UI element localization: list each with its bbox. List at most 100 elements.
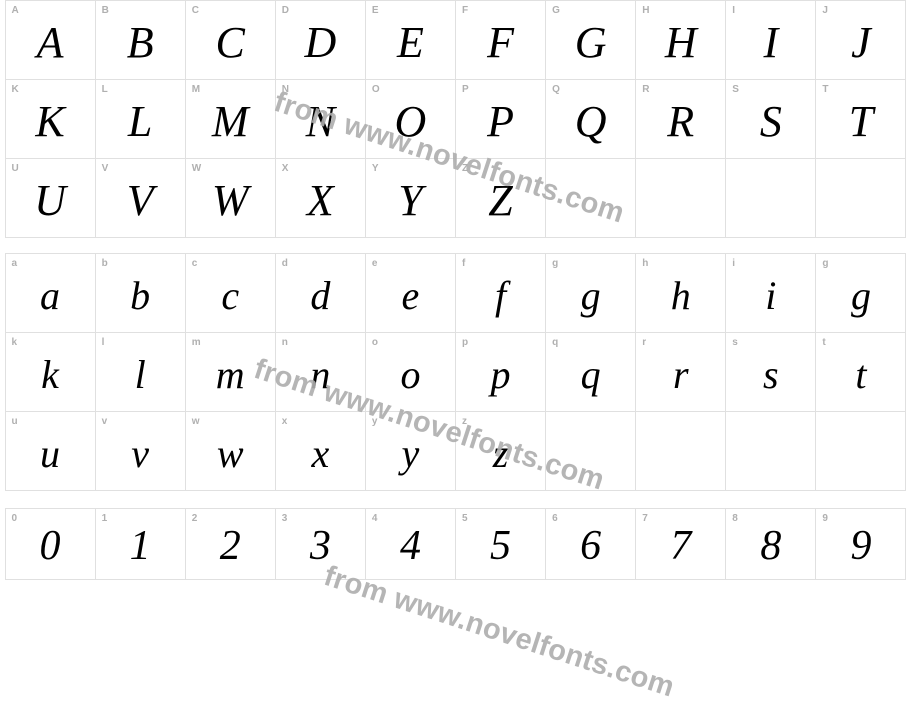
glyph-cell: JJ: [815, 0, 906, 80]
glyph-char: O: [395, 100, 427, 144]
glyph-char: k: [41, 355, 59, 395]
cell-label: V: [102, 163, 109, 174]
lowercase-row-2: kk ll mm nn oo pp qq rr ss tt: [5, 332, 906, 411]
glyph-cell: 66: [545, 508, 636, 580]
glyph-cell: OO: [365, 79, 456, 159]
cell-label: O: [372, 84, 380, 95]
lowercase-row-3: uu vv ww xx yy zz: [5, 411, 906, 490]
glyph-cell: FF: [455, 0, 546, 80]
cell-label: B: [102, 5, 109, 16]
glyph-char: Z: [488, 179, 512, 223]
cell-label: t: [822, 337, 825, 348]
cell-label: 9: [822, 513, 828, 524]
cell-label: 1: [102, 513, 108, 524]
cell-label: o: [372, 337, 378, 348]
cell-label: W: [192, 163, 201, 174]
glyph-char: E: [397, 21, 424, 65]
glyph-char: V: [127, 179, 154, 223]
cell-label: 3: [282, 513, 288, 524]
glyph-cell: II: [725, 0, 816, 80]
cell-label: n: [282, 337, 288, 348]
glyph-cell: YY: [365, 158, 456, 238]
cell-label: z: [462, 416, 467, 427]
glyph-cell: AA: [5, 0, 96, 80]
glyph-char: 5: [490, 525, 511, 567]
glyph-cell: NN: [275, 79, 366, 159]
glyph-char: 2: [220, 525, 241, 567]
cell-label: w: [192, 416, 200, 427]
glyph-char: a: [40, 276, 60, 316]
cell-label: v: [102, 416, 108, 427]
cell-label: S: [732, 84, 739, 95]
lowercase-row-1: aa bb cc dd ee ff gg hh ii gg: [5, 253, 906, 332]
glyph-cell: yy: [365, 411, 456, 491]
glyph-cell: gg: [815, 253, 906, 333]
glyph-char: 3: [310, 525, 331, 567]
glyph-char: R: [667, 100, 694, 144]
glyph-char: I: [764, 21, 779, 65]
cell-label: H: [642, 5, 649, 16]
cell-label: 0: [12, 513, 18, 524]
glyph-cell: uu: [5, 411, 96, 491]
glyph-cell: dd: [275, 253, 366, 333]
glyph-char: J: [851, 21, 871, 65]
glyph-cell: vv: [95, 411, 186, 491]
cell-label: s: [732, 337, 738, 348]
glyph-char: n: [310, 355, 330, 395]
cell-label: b: [102, 258, 108, 269]
glyph-char: o: [400, 355, 420, 395]
glyph-cell: mm: [185, 332, 276, 412]
glyph-char: f: [495, 276, 506, 316]
glyph-cell: [725, 158, 816, 238]
cell-label: 7: [642, 513, 648, 524]
glyph-cell: 11: [95, 508, 186, 580]
glyph-cell: KK: [5, 79, 96, 159]
glyph-cell: [545, 158, 636, 238]
cell-label: F: [462, 5, 468, 16]
glyph-cell: bb: [95, 253, 186, 333]
glyph-cell: [815, 411, 906, 491]
glyph-cell: [815, 158, 906, 238]
glyph-char: m: [216, 355, 245, 395]
cell-label: Z: [462, 163, 468, 174]
glyph-char: 4: [400, 525, 421, 567]
cell-label: x: [282, 416, 288, 427]
glyph-char: Y: [398, 179, 422, 223]
glyph-cell: WW: [185, 158, 276, 238]
glyph-cell: EE: [365, 0, 456, 80]
cell-label: N: [282, 84, 289, 95]
glyph-char: T: [849, 100, 873, 144]
glyph-cell: hh: [635, 253, 726, 333]
cell-label: f: [462, 258, 465, 269]
cell-label: X: [282, 163, 289, 174]
glyph-cell: HH: [635, 0, 726, 80]
glyph-cell: QQ: [545, 79, 636, 159]
glyph-char: s: [763, 355, 779, 395]
glyph-char: v: [131, 434, 149, 474]
glyph-char: t: [855, 355, 866, 395]
glyph-cell: 88: [725, 508, 816, 580]
cell-label: m: [192, 337, 201, 348]
glyph-char: g: [581, 276, 601, 316]
glyph-cell: SS: [725, 79, 816, 159]
glyph-char: C: [216, 21, 245, 65]
glyph-char: S: [760, 100, 782, 144]
cell-label: K: [12, 84, 19, 95]
glyph-cell: CC: [185, 0, 276, 80]
glyph-cell: ii: [725, 253, 816, 333]
glyph-cell: [725, 411, 816, 491]
glyph-cell: xx: [275, 411, 366, 491]
cell-label: I: [732, 5, 735, 16]
cell-label: M: [192, 84, 200, 95]
glyph-cell: ee: [365, 253, 456, 333]
glyph-char: u: [40, 434, 60, 474]
glyph-cell: ff: [455, 253, 546, 333]
cell-label: 6: [552, 513, 558, 524]
glyph-cell: nn: [275, 332, 366, 412]
glyph-cell: tt: [815, 332, 906, 412]
cell-label: g: [822, 258, 828, 269]
glyph-cell: 55: [455, 508, 546, 580]
glyph-char: p: [491, 355, 511, 395]
glyph-cell: [635, 158, 726, 238]
glyph-char: e: [402, 276, 420, 316]
